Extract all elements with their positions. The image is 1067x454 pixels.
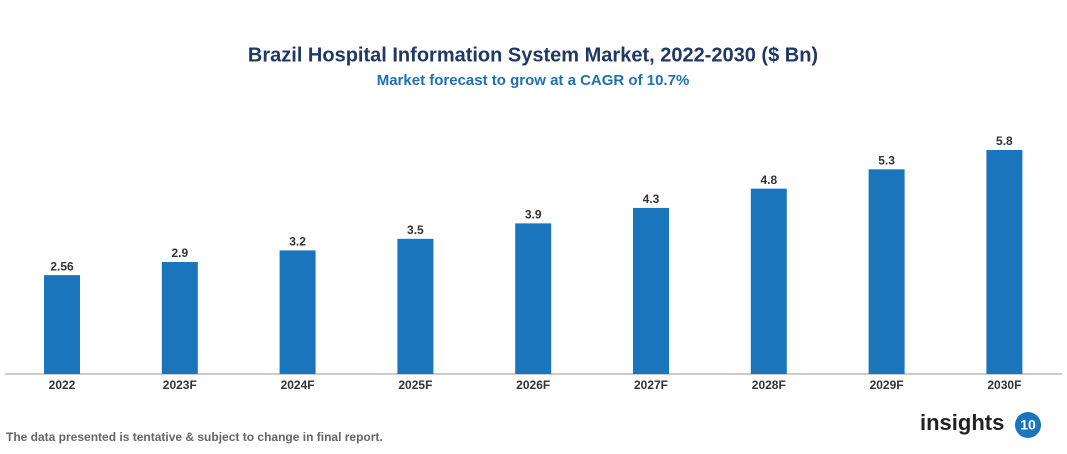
x-tick-label: 2022 [49,378,76,392]
bar [515,223,552,374]
x-tick-label: 2026F [516,378,550,392]
x-tick-label: 2028F [752,378,786,392]
bar [44,275,80,374]
data-label: 5.8 [996,134,1013,148]
data-label: 4.8 [760,173,777,187]
chart-title: Brazil Hospital Information System Marke… [248,44,818,66]
x-tick-label: 2030F [987,378,1021,392]
bar [868,169,905,374]
data-label: 3.5 [407,223,424,237]
chart-subtitle: Market forecast to grow at a CAGR of 10.… [377,72,690,89]
data-label: 2.56 [50,259,74,273]
footnote: The data presented is tentative & subjec… [6,430,383,444]
logo-badge-circle [1015,412,1041,438]
bar [750,188,787,374]
x-tick-label: 2023F [163,378,197,392]
data-label: 5.3 [878,153,895,167]
x-tick-label: 2024F [281,378,315,392]
data-label: 2.9 [171,246,188,260]
x-tick-label: 2029F [870,378,904,392]
data-label: 3.2 [289,235,306,249]
bar [279,250,316,374]
logo-text: insights [920,410,1004,435]
x-tick-label: 2025F [398,378,432,392]
data-label: 3.9 [525,208,542,222]
logo-badge: 10 [1020,417,1036,433]
bar [986,150,1023,374]
bar [397,238,434,374]
bar [161,262,198,374]
data-label: 4.3 [643,192,660,206]
x-tick-label: 2027F [634,378,668,392]
bar [633,207,669,374]
